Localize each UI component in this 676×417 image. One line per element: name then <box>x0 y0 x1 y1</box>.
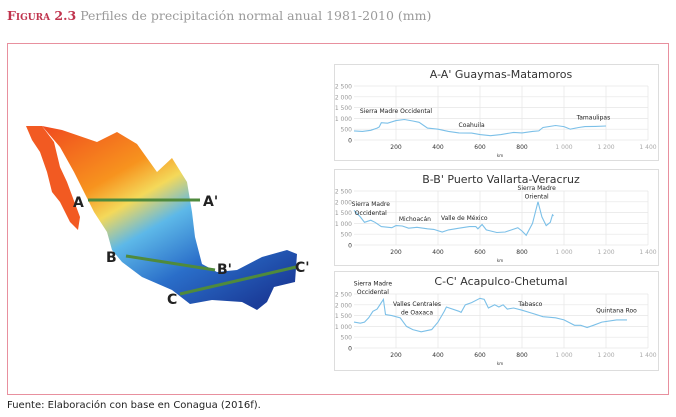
y-tick-label: 500 <box>341 127 353 134</box>
y-tick-label: 1 000 <box>335 116 352 123</box>
annotation-label: Tabasco <box>517 301 542 308</box>
profile-line-c <box>179 265 297 296</box>
annotation-label: Sierra Madre <box>352 201 391 208</box>
annotation-label: Occidental <box>357 289 389 296</box>
y-tick-label: 2 000 <box>335 199 352 206</box>
y-tick-label: 500 <box>341 335 353 342</box>
x-tick-label: 1 000 <box>555 352 572 359</box>
x-tick-label: 1 400 <box>639 144 656 151</box>
annotation-label: Sierra Madre <box>354 280 393 287</box>
map-label-b-prime: B' <box>217 262 232 278</box>
chart-b-vallarta-veracruz: B-B' Puerto Vallarta-Veracruz 0 500 1 000 1 … <box>334 169 659 266</box>
y-tick-label: 1 000 <box>335 221 352 228</box>
x-tick-label: 200 <box>390 144 402 151</box>
annotation-label: Sierra Madre <box>518 185 557 192</box>
x-axis-label: km <box>497 153 503 158</box>
y-tick-label: 1 500 <box>335 313 352 320</box>
profile-line-b <box>125 254 216 272</box>
x-tick-label: 1 000 <box>555 249 572 256</box>
y-tick-label: 2 000 <box>335 94 352 101</box>
chart-title: A-A' Guaymas-Matamoros <box>430 68 573 81</box>
figure-frame <box>7 43 669 395</box>
annotation-label: Tamaulipas <box>576 114 611 121</box>
x-tick-label: 1 200 <box>597 352 614 359</box>
map-label-c-prime: C' <box>295 260 310 276</box>
annotation-label: Valle de México <box>441 215 488 222</box>
annotation-label: Michoacán <box>399 216 431 223</box>
chart-title: C-C' Acapulco-Chetumal <box>434 275 567 288</box>
y-tick-label: 500 <box>341 232 353 239</box>
x-tick-label: 600 <box>474 352 486 359</box>
x-tick-label: 1 400 <box>639 352 656 359</box>
x-tick-label: 200 <box>390 249 402 256</box>
x-tick-label: 400 <box>432 249 444 256</box>
annotation-label: Coahuila <box>459 122 485 129</box>
figure-caption: Perfiles de precipitación normal anual 1… <box>80 8 432 23</box>
precipitation-line <box>353 297 627 333</box>
x-axis-label: km <box>497 361 503 366</box>
x-tick-label: 1 200 <box>597 249 614 256</box>
annotation-label: Valles Centrales <box>393 301 441 308</box>
y-tick-label: 1 000 <box>335 324 352 331</box>
figure-title: Figura 2.3 Perfiles de precipitación norm… <box>7 8 431 23</box>
annotation-label: Sierra Madre Occidental <box>360 108 432 115</box>
x-tick-label: 200 <box>390 352 402 359</box>
x-axis-label: km <box>497 258 503 263</box>
chart-c-acapulco-chetumal: C-C' Acapulco-Chetumal 0 500 1 000 1 500 2 00… <box>334 271 659 371</box>
chart-a-guaymas-matamoros: A-A' Guaymas-Matamoros 0 500 1 000 1 500 2 00… <box>334 64 659 161</box>
source-note: Fuente: Elaboración con base en Conagua … <box>7 400 261 411</box>
precipitation-line <box>353 201 554 237</box>
y-tick-label: 0 <box>348 243 352 250</box>
x-tick-label: 1 400 <box>639 249 656 256</box>
y-tick-label: 2 000 <box>335 302 352 309</box>
x-tick-label: 1 200 <box>597 144 614 151</box>
y-tick-label: 2 500 <box>335 189 352 196</box>
y-tick-label: 2 500 <box>335 292 352 299</box>
x-tick-label: 800 <box>516 249 528 256</box>
y-tick-label: 1 500 <box>335 210 352 217</box>
precipitation-map: A A' B B' C C' <box>26 126 310 310</box>
y-tick-label: 2 500 <box>335 84 352 91</box>
map-label-a-prime: A' <box>203 194 218 210</box>
x-tick-label: 400 <box>432 144 444 151</box>
mexico-mainland <box>42 126 297 310</box>
precipitation-line <box>353 118 607 137</box>
annotation-label: Occidental <box>355 210 387 217</box>
map-label-a: A <box>73 195 84 211</box>
annotation-label: de Oaxaca <box>401 310 433 317</box>
x-tick-label: 400 <box>432 352 444 359</box>
baja-california <box>26 126 80 230</box>
map-label-c: C <box>167 292 177 308</box>
x-tick-label: 800 <box>516 144 528 151</box>
x-tick-label: 800 <box>516 352 528 359</box>
y-tick-label: 0 <box>348 346 352 353</box>
annotation-label: Quintana Roo <box>596 307 637 314</box>
x-tick-label: 1 000 <box>555 144 572 151</box>
map-label-b: B <box>106 250 117 266</box>
x-tick-label: 600 <box>474 249 486 256</box>
chart-title: B-B' Puerto Vallarta-Veracruz <box>422 173 580 186</box>
figure-label: Figura 2.3 <box>7 8 77 23</box>
annotation-label: Oriental <box>525 194 549 201</box>
y-tick-label: 0 <box>348 138 352 145</box>
y-tick-label: 1 500 <box>335 105 352 112</box>
x-tick-label: 600 <box>474 144 486 151</box>
